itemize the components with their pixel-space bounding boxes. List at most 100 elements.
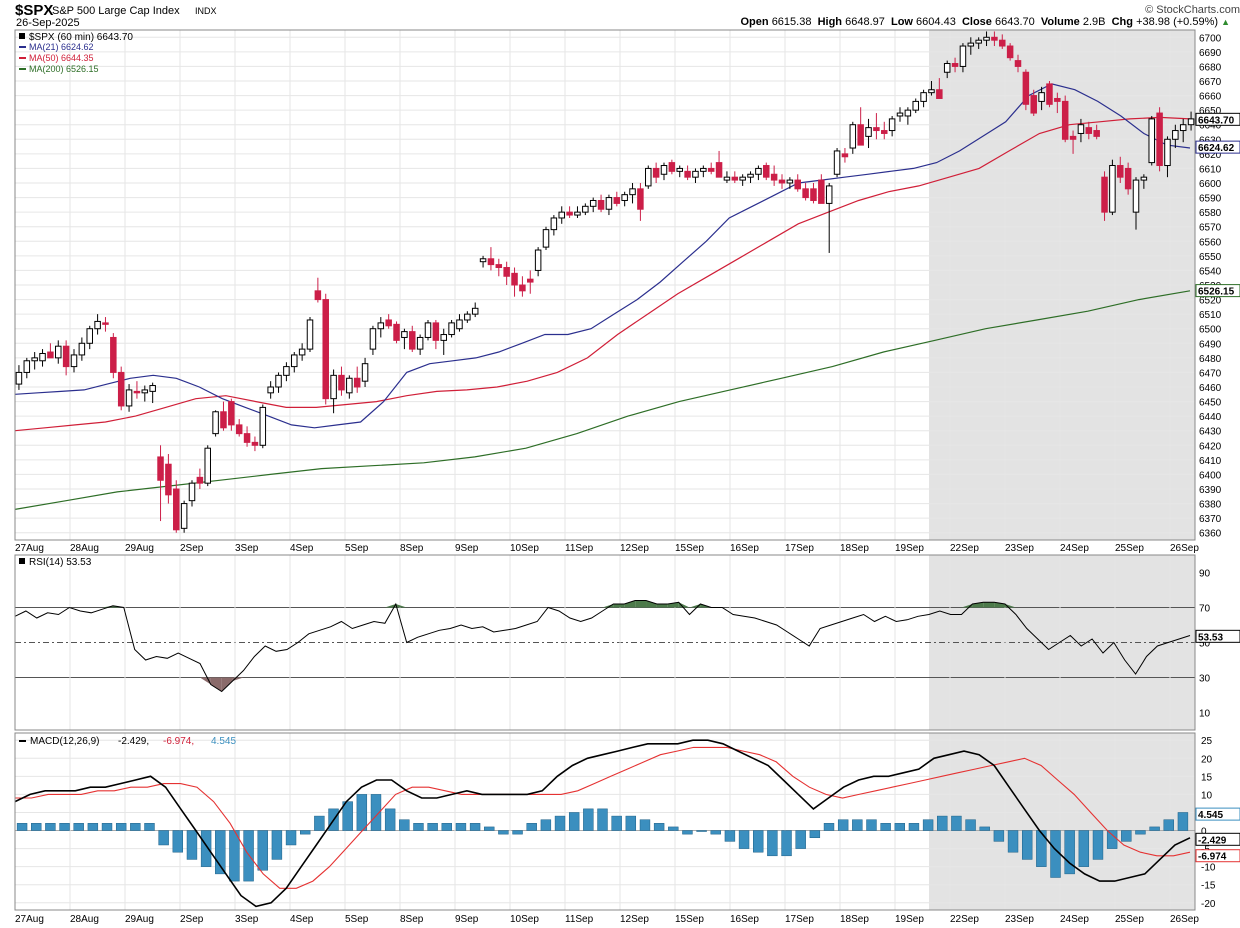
candle-body	[896, 112, 904, 117]
price-x-tick-label: 18Sep	[840, 543, 869, 554]
candle-body	[117, 371, 125, 407]
candle-body	[212, 411, 219, 435]
macd-histogram-bar	[1078, 830, 1090, 867]
candle-body	[86, 328, 93, 344]
candle-body	[330, 374, 337, 400]
candle-body	[283, 366, 290, 376]
price-y-tick-label: 6430	[1199, 427, 1222, 438]
macd-x-tick-label: 11Sep	[565, 914, 594, 925]
candle-body	[920, 92, 927, 102]
macd-y-axis: -20-15-10-50510152025	[1201, 736, 1216, 910]
candle-body	[881, 130, 888, 134]
macd-histogram-bar	[724, 830, 736, 842]
macd-histogram-bar	[795, 830, 806, 849]
candle-body	[503, 267, 510, 277]
macd-line	[14, 739, 1191, 908]
macd-histogram-bar	[484, 826, 495, 831]
macd-histogram-bar	[583, 808, 594, 831]
price-y-tick-label: 6490	[1199, 339, 1222, 350]
macd-histogram-bar	[894, 823, 905, 831]
macd-histogram-bar	[441, 823, 452, 831]
macd-histogram-bar	[144, 823, 155, 831]
macd-histogram-bar	[469, 823, 481, 831]
macd-y-tick-label: -15	[1201, 881, 1216, 892]
price-y-tick-label: 6380	[1199, 500, 1222, 511]
macd-histogram-bar	[1149, 826, 1160, 831]
high-label: High	[817, 16, 843, 28]
candle-body	[1156, 112, 1163, 167]
macd-line-group	[14, 739, 1191, 908]
candle-body	[188, 482, 196, 502]
candle-body	[991, 36, 998, 41]
macd-histogram-bar	[356, 794, 368, 831]
macd-histogram-bar	[59, 823, 70, 831]
macd-histogram-bar	[1092, 830, 1104, 860]
candle-body	[660, 165, 668, 175]
candle-body	[70, 354, 78, 368]
candle-body	[668, 162, 676, 172]
price-x-tick-label: 22Sep	[950, 543, 979, 554]
rsi-panel: 10 30 50 70 90 53.53 RSI(14) 53.53	[14, 554, 1240, 731]
price-x-tick-label: 5Sep	[345, 543, 369, 554]
rsi-last-tag: 53.53	[1198, 632, 1223, 643]
rsi-overbought-area	[646, 600, 657, 608]
macd-histogram-bar	[455, 823, 467, 831]
macd-histogram-bar	[512, 830, 523, 835]
candle-body	[1022, 71, 1030, 105]
macd-histogram-bar	[738, 830, 750, 849]
macd-x-tick-label: 22Sep	[950, 914, 979, 925]
price-y-tick-label: 6400	[1199, 470, 1222, 481]
macd-x-tick-label: 15Sep	[675, 914, 704, 925]
macd-histogram-bar	[696, 830, 707, 832]
price-x-tick-label: 26Sep	[1170, 543, 1199, 554]
price-y-tick-label: 6650	[1199, 106, 1222, 117]
ma21-line	[14, 83, 1191, 429]
rsi-overbought-area	[678, 602, 690, 608]
candle-body	[747, 173, 754, 178]
macd-histogram-bar	[993, 830, 1005, 842]
price-x-tick-label: 9Sep	[455, 543, 479, 554]
candle-body	[235, 424, 243, 435]
up-arrow-icon: ▲	[1221, 17, 1230, 27]
candle-body	[259, 406, 267, 446]
legend-ma50: MA(50) 6644.35	[29, 53, 94, 63]
rsi-line-group	[14, 600, 1191, 693]
rsi-legend-swatch	[19, 558, 25, 564]
legend-ma21: MA(21) 6624.62	[29, 42, 94, 52]
price-x-tick-label: 4Sep	[290, 543, 314, 554]
macd-panel: -20-15-10-50510152025 4.545-2.429-6.974 …	[14, 732, 1240, 911]
macd-panel-border	[14, 732, 1196, 911]
candle-body	[346, 377, 353, 394]
candle-body	[291, 354, 298, 368]
open-value: 6615.38	[771, 16, 812, 28]
close-label: Close	[961, 16, 992, 28]
candle-body	[1077, 124, 1085, 134]
macd-histogram-bar	[1121, 830, 1132, 842]
candle-body	[487, 258, 495, 266]
low-value: 6604.43	[916, 16, 956, 28]
price-x-tick-label: 15Sep	[675, 543, 704, 554]
candle-body	[110, 336, 117, 373]
rsi-y-tick-label: 50	[1199, 639, 1211, 650]
candle-body	[763, 165, 770, 178]
candle-body	[94, 320, 101, 330]
price-y-tick-label: 6410	[1199, 456, 1222, 467]
candle-body	[739, 176, 746, 181]
price-last-tag-box	[1195, 112, 1240, 126]
price-x-tick-label: 3Sep	[235, 543, 259, 554]
volume-value: 2.9B	[1082, 16, 1106, 28]
macd-x-tick-label: 26Sep	[1170, 914, 1199, 925]
macd-histogram-bar	[370, 794, 382, 831]
macd-histogram-bar	[753, 830, 764, 853]
price-x-tick-label: 16Sep	[730, 543, 759, 554]
candle-body	[542, 229, 550, 248]
price-x-tick-label: 29Aug	[125, 543, 154, 554]
candle-body	[432, 322, 440, 341]
price-x-tick-label: 10Sep	[510, 543, 539, 554]
candle-body	[707, 167, 715, 172]
candle-body	[228, 401, 235, 426]
candle-body	[165, 463, 172, 496]
macd-histogram-bar	[498, 830, 509, 835]
macd-histogram-bar	[285, 830, 297, 846]
macd-histogram-bar	[399, 819, 410, 831]
